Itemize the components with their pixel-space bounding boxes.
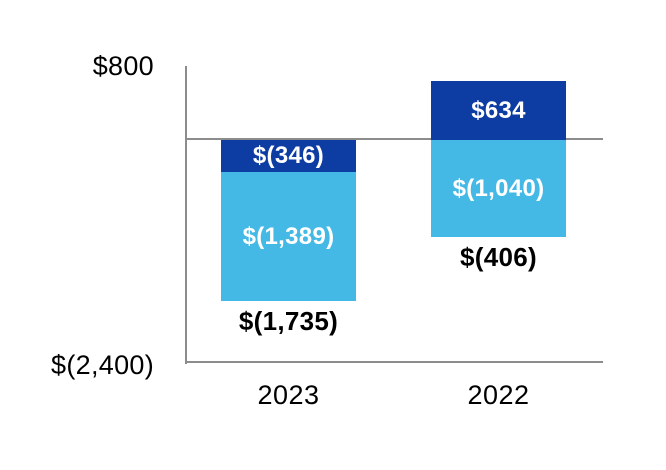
zero-line: [185, 138, 603, 140]
bar-2022-dark-segment: $634: [431, 81, 566, 140]
bar-2022-total-label: $(406): [460, 242, 537, 272]
bar-2023-dark-segment: $(346): [221, 140, 356, 172]
y-axis-tick-bottom: $(2,400): [51, 350, 154, 380]
bar-2022-light-segment: $(1,040): [431, 140, 566, 237]
x-axis-category-2022: 2022: [467, 380, 530, 410]
x-axis-line: [185, 361, 603, 363]
bar-2022-dark-value-label: $634: [471, 96, 526, 124]
y-axis-tick-top: $800: [92, 51, 154, 81]
bar-2023-light-value-label: $(1,389): [242, 222, 335, 250]
x-axis-category-2023: 2023: [257, 380, 320, 410]
bar-2023-light-segment: $(1,389): [221, 172, 356, 301]
bar-2023-total-label: $(1,735): [238, 306, 339, 336]
bar-2023-dark-value-label: $(346): [252, 142, 325, 169]
y-axis-line: [185, 66, 187, 364]
bar-2022-light-value-label: $(1,040): [452, 174, 545, 202]
